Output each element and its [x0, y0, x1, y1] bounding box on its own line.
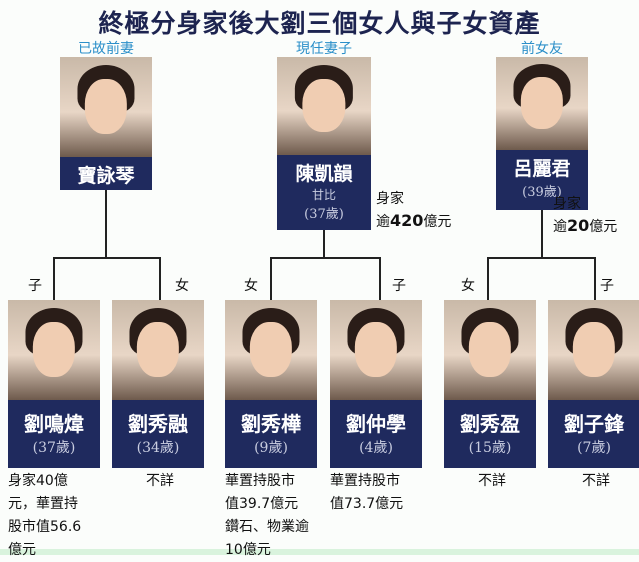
child-photo [330, 300, 422, 400]
page-title: 終極分身家後大劉三個女人與子女資產 [98, 9, 541, 38]
note-line: 億元 [8, 542, 36, 558]
mother-age: (39歲) [522, 185, 562, 200]
tree-connector [53, 257, 160, 259]
mother-name-box: 寶詠琴 [60, 157, 152, 190]
child-sex: 女 [461, 278, 475, 294]
child-age: (7歲) [577, 440, 611, 456]
child-photo [444, 300, 536, 400]
child-photo [548, 300, 639, 400]
wealth-label: 身家 [376, 191, 404, 207]
note-line: 華置持股市 [225, 473, 295, 489]
wealth-unit: 億元 [589, 219, 618, 235]
child-name-box: 劉子鋒 (7歲) [548, 400, 639, 468]
wealth-amount: 420 [390, 211, 424, 230]
note-line: 華置持股市 [330, 473, 400, 489]
mother-wealth: 身家 逾420億元 [376, 188, 451, 233]
child-sex: 子 [28, 278, 42, 294]
mother-role: 現任妻子 [296, 41, 352, 57]
child-sex: 女 [175, 278, 189, 294]
tree-connector [487, 257, 596, 259]
tree-connector [594, 257, 596, 300]
note-line: 身家40億 [8, 473, 68, 489]
tree-connector [159, 257, 161, 300]
child-photo [112, 300, 204, 400]
mother-role: 已故前妻 [78, 41, 134, 57]
child-age: (9歲) [254, 440, 288, 456]
wealth-prefix: 逾 [553, 219, 567, 235]
wealth-label: 身家 [553, 196, 581, 212]
child-name: 劉鳴煒 [24, 412, 84, 436]
wealth-unit: 億元 [423, 214, 452, 230]
note-line: 不詳 [478, 473, 506, 489]
child-wealth-note: 不詳 [444, 470, 540, 493]
note-line: 值73.7億元 [330, 496, 404, 512]
tree-connector [487, 257, 489, 300]
mother-name: 陳凱韻 [295, 163, 353, 185]
mother-name-box: 呂麗君 (39歲) [496, 150, 588, 210]
child-age: (37歲) [32, 440, 76, 456]
child-wealth-note: 不詳 [112, 470, 208, 493]
child-age: (34歲) [136, 440, 180, 456]
child-photo [225, 300, 317, 400]
note-line: 不詳 [582, 473, 610, 489]
wealth-amount: 20 [567, 216, 590, 235]
mother-photo [496, 57, 588, 150]
tree-connector [270, 257, 272, 300]
child-age: (4歲) [359, 440, 393, 456]
child-wealth-note: 華置持股市值39.7億元 鑽石、物業逾 10億元 [225, 470, 321, 562]
child-name: 劉秀盈 [460, 412, 520, 436]
child-name-box: 劉仲學 (4歲) [330, 400, 422, 468]
child-name: 劉秀融 [128, 412, 188, 436]
mother-photo [277, 57, 371, 155]
child-sex: 子 [392, 278, 406, 294]
child-age: (15歲) [468, 440, 512, 456]
child-name-box: 劉秀樺 (9歲) [225, 400, 317, 468]
tree-connector [53, 257, 55, 300]
child-name-box: 劉秀融 (34歲) [112, 400, 204, 468]
note-line: 不詳 [146, 473, 174, 489]
mother-wealth: 身家 逾20億元 [553, 193, 617, 238]
tree-connector [323, 230, 325, 258]
child-wealth-note: 不詳 [548, 470, 639, 493]
mother-name: 呂麗君 [513, 158, 571, 180]
child-photo [8, 300, 100, 400]
tree-connector [541, 210, 543, 258]
mother-name-box: 陳凱韻 甘比 (37歲) [277, 155, 371, 230]
tree-connector [270, 257, 381, 259]
note-line: 值39.7億元 [225, 496, 299, 512]
child-name: 劉子鋒 [564, 412, 624, 436]
child-name-box: 劉鳴煒 (37歲) [8, 400, 100, 468]
child-name: 劉仲學 [346, 412, 406, 436]
child-name-box: 劉秀盈 (15歲) [444, 400, 536, 468]
mother-age: (37歲) [304, 207, 344, 222]
mother-role: 前女友 [521, 41, 563, 57]
child-wealth-note: 身家40億元，華置持股市值56.6 億元 [8, 470, 104, 562]
note-line: 元，華置持 [8, 496, 78, 512]
child-sex: 女 [244, 278, 258, 294]
wealth-prefix: 逾 [376, 214, 390, 230]
note-line: 鑽石、物業逾 [225, 519, 309, 535]
tree-connector [379, 257, 381, 300]
tree-connector [105, 190, 107, 258]
child-sex: 子 [600, 278, 614, 294]
note-line: 股市值56.6 [8, 519, 82, 535]
mother-alias: 甘比 [311, 188, 336, 202]
mother-name: 寶詠琴 [77, 165, 135, 187]
child-name: 劉秀樺 [241, 412, 301, 436]
child-wealth-note: 華置持股市值73.7億元 [330, 470, 426, 516]
mother-photo [60, 57, 152, 157]
note-line: 10億元 [225, 542, 271, 558]
